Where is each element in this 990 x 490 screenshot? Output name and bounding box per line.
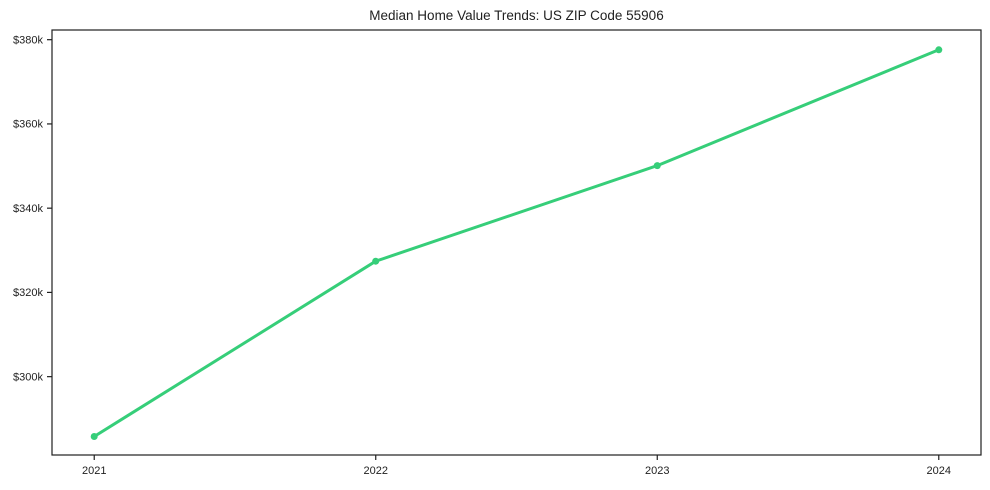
y-axis-tick-label: $380k [13, 34, 43, 46]
data-point-marker-2023 [653, 162, 661, 170]
y-axis-tick-label: $360k [13, 119, 43, 131]
x-axis-tick-label: 2022 [364, 465, 388, 477]
x-axis-tick-label: 2024 [927, 465, 951, 477]
chart-title: Median Home Value Trends: US ZIP Code 55… [369, 8, 663, 23]
y-axis-tick-label: $320k [13, 287, 43, 299]
trend-line [92, 48, 941, 438]
data-point-marker-2021 [90, 433, 98, 440]
y-axis: $300k $320k $340k $360k $380k [13, 34, 52, 383]
plot-area-frame [51, 29, 982, 456]
data-point-marker-2024 [935, 46, 943, 54]
x-axis-tick-label: 2021 [82, 465, 106, 477]
data-point-marker-2022 [372, 257, 380, 265]
trend-line-series [90, 46, 943, 440]
x-axis: 2021 2022 2023 2024 [82, 455, 951, 477]
y-axis-tick-label: $300k [13, 371, 43, 383]
y-axis-tick-label: $340k [13, 203, 43, 215]
x-axis-tick-label: 2023 [645, 465, 669, 477]
